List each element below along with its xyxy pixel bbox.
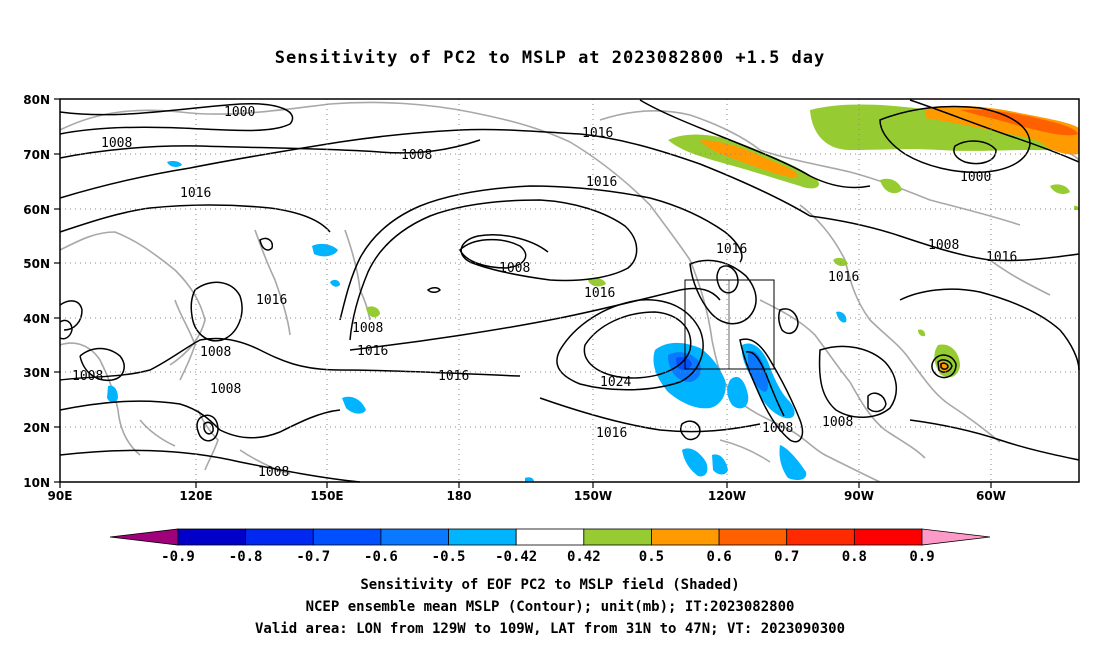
colorbar-swatch: [515, 528, 585, 546]
lon-label-150w: 150W: [574, 489, 612, 503]
contour-label: 1000: [502, 261, 533, 276]
colorbar-tick-label: 0.7: [774, 549, 799, 565]
contour-label: 1008: [762, 421, 793, 436]
contour-label: 1008: [822, 415, 853, 430]
lon-label-90w: 90W: [844, 489, 874, 503]
caption-line-1: Sensitivity of EOF PC2 to MSLP field (Sh…: [360, 577, 740, 593]
lat-label-70n: 70N: [23, 148, 50, 162]
colorbar-swatch: [651, 528, 720, 546]
colorbar-swatch: [583, 528, 652, 546]
colorbar-swatch: [312, 528, 382, 546]
contour-label: 1016: [584, 286, 615, 301]
negative-sensitivity-shading: [107, 161, 847, 482]
colorbar-swatch: [786, 528, 855, 546]
colorbar-swatch: [177, 528, 247, 546]
lat-label-60n: 60N: [23, 203, 50, 217]
contour-label: 1008: [822, 415, 853, 430]
lat-label-40n: 40N: [23, 312, 50, 326]
contour-label: 1008: [499, 261, 530, 276]
valid-area-box: [684, 279, 775, 370]
colorbar-tick-label: 0.8: [842, 549, 867, 565]
colorbar-swatch: [380, 528, 449, 546]
contour-label: 1016: [596, 426, 627, 441]
colorbar-swatch: [448, 528, 517, 546]
contour-label: 1016: [438, 369, 469, 384]
contour-label: 1008: [352, 321, 383, 336]
contour-label: 1008: [72, 369, 103, 384]
map-frame: [59, 98, 1080, 483]
contour-label: 1008: [928, 238, 959, 253]
colorbar-low-triangle: [109, 528, 179, 546]
lat-label-50n: 50N: [23, 257, 50, 271]
positive-sensitivity-shading: [366, 104, 1079, 378]
lon-label-90e: 90E: [48, 489, 73, 503]
colorbar-tick-label: 0.9: [909, 549, 934, 565]
contour-label: 1008: [210, 382, 241, 397]
map-plot-area: [60, 99, 1079, 482]
contour-label: 1016: [357, 344, 388, 359]
colorbar-tick-label: 0.42: [567, 549, 601, 565]
colorbar-tick-label: 0.5: [639, 549, 664, 565]
contour-label: 1016: [986, 250, 1017, 265]
contour-label: 1008: [258, 465, 289, 480]
caption-line-2: NCEP ensemble mean MSLP (Contour); unit(…: [305, 599, 795, 615]
colorbar-swatch: [245, 528, 314, 546]
contour-label: 1016: [828, 270, 859, 285]
contour-label: 1008: [200, 345, 231, 360]
contour-label: 1000: [960, 170, 991, 185]
contour-label: 1016: [582, 126, 613, 141]
lat-label-80n: 80N: [23, 93, 50, 107]
colorbar-tick-label: -0.5: [432, 549, 466, 565]
colorbar-high-triangle: [921, 528, 991, 546]
colorbar-tick-label: -0.9: [161, 549, 195, 565]
lon-label-180: 180: [446, 489, 471, 503]
contour-label: 1016: [180, 186, 211, 201]
contour-labels: 1000 1008 1008 1016 1016 1016 1008 1016 …: [72, 105, 1017, 480]
lat-label-20n: 20N: [23, 421, 50, 435]
colorbar-tick-label: 0.6: [706, 549, 731, 565]
latitude-labels: 80N 70N 60N 50N 40N 30N 20N 10N: [23, 93, 50, 490]
colorbar-swatch: [853, 528, 923, 546]
contour-label: 1016: [716, 242, 747, 257]
longitude-labels: 90E 120E 150E 180 150W 120W 90W 60W: [48, 489, 1006, 503]
mslp-contours: [59, 99, 1080, 483]
caption-line-3: Valid area: LON from 129W to 109W, LAT f…: [254, 621, 845, 637]
lon-label-60w: 60W: [976, 489, 1006, 503]
contour-label: 1016: [586, 175, 617, 190]
lon-label-120e: 120E: [179, 489, 212, 503]
colorbar-tick-label: -0.7: [296, 549, 330, 565]
contour-label: 1016: [256, 293, 287, 308]
lon-label-120w: 120W: [708, 489, 746, 503]
colorbar-swatch: [718, 528, 788, 546]
lon-label-150e: 150E: [310, 489, 343, 503]
contour-label: 1008: [401, 148, 432, 163]
colorbar-tick-label: -0.42: [495, 549, 537, 565]
lat-label-10n: 10N: [23, 476, 50, 490]
axis-ticks: [54, 98, 992, 488]
map-title: Sensitivity of PC2 to MSLP at 2023082800…: [274, 48, 826, 68]
contour-label: 1008: [101, 136, 132, 151]
caption: Sensitivity of EOF PC2 to MSLP field (Sh…: [0, 574, 1100, 640]
colorbar-tick-label: -0.8: [229, 549, 263, 565]
colorbar-tick-label: -0.6: [364, 549, 398, 565]
contour-label: 1000: [224, 105, 255, 120]
contour-label: 1024: [600, 375, 631, 390]
color-bar: -0.9 -0.8 -0.7 -0.6 -0.5 -0.42 0.42 0.5 0.6 0.7 0.…: [109, 528, 991, 565]
lat-label-30n: 30N: [23, 366, 50, 380]
